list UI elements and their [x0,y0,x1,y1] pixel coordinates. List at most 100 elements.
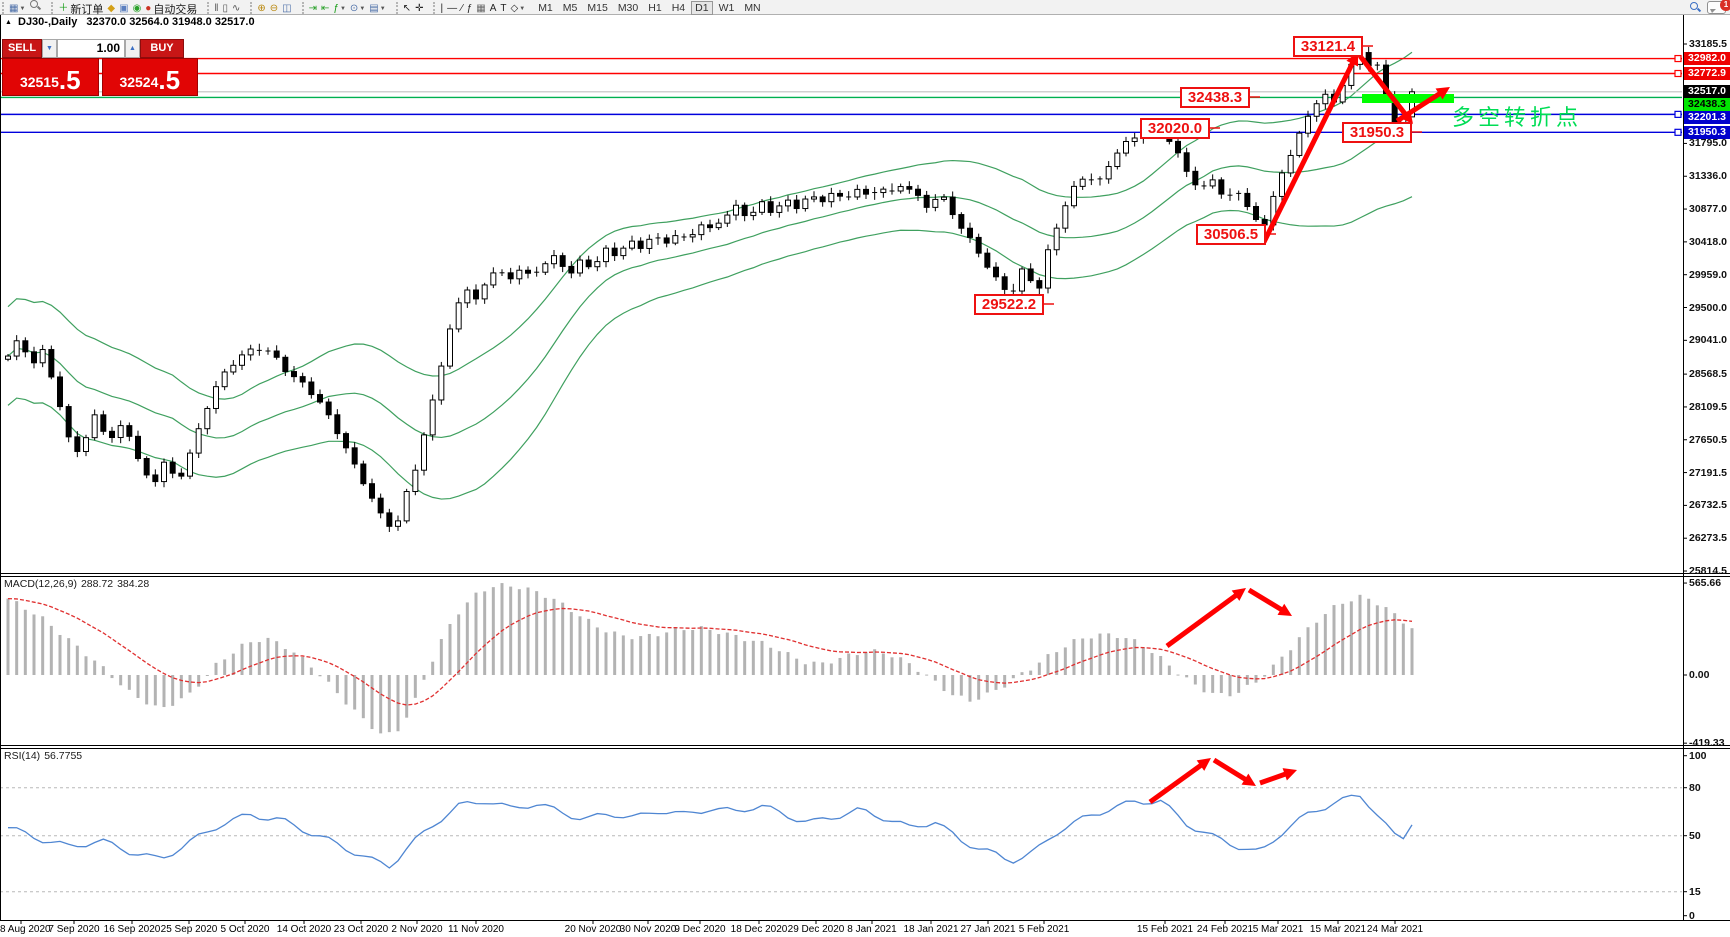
time-axis-label: 15 Feb 2021 [1136,924,1194,935]
new-order-button[interactable]: ＋新订单 [56,3,105,16]
sell-price[interactable]: 32515 .5 [2,58,99,96]
toolbar-drag-handle [2,2,4,14]
sell-price-frac: .5 [58,65,81,95]
timeframe-M15[interactable]: M15 [587,2,608,14]
candlestick-chart-icon: ▯ [222,3,228,14]
price-callout: 30506.5 [1196,224,1266,245]
timeframe-M1[interactable]: M1 [538,2,553,14]
time-axis-label: 29 Dec 2020 [787,924,845,935]
price-axis[interactable] [1684,14,1730,920]
time-axis-label: 27 Jan 2021 [960,924,1016,935]
chart-shift-icon: ⇤ [321,3,330,14]
autotrading-button[interactable]: ● 自动交易 [143,3,199,16]
cursor-button[interactable]: ↖ [401,3,413,16]
time-axis[interactable] [0,921,1683,937]
price-tick-label: 28568.5 [1689,368,1727,381]
price-tick-label: 26732.5 [1689,499,1727,512]
text-button[interactable]: A [488,3,499,16]
volume-decrease-button[interactable]: ▼ [42,39,57,58]
volume-input[interactable]: 1.00 [57,39,125,58]
sell-price-main: 32515 [19,74,59,90]
timeframe-D1[interactable]: D1 [691,1,713,15]
auto-scroll-button[interactable]: ⇥ [307,3,319,16]
rsi-scale-label: 80 [1689,781,1701,794]
charts-menu-button[interactable]: ▦ ▼ [7,3,27,16]
price-badge: 31950.3 [1684,125,1730,139]
timeframe-H1[interactable]: H1 [648,2,662,14]
time-axis-label: 24 Mar 2021 [1366,924,1424,935]
candlestick-chart-button[interactable]: ▯ [220,3,230,16]
horizontal-line-icon: — [447,3,458,14]
one-click-trading-widget: SELL ▼ 1.00 ▲ BUY 32515 .5 32524 .5 [2,39,198,96]
rsi-scale-label: 50 [1689,829,1701,842]
price-tick-label: 26273.5 [1689,532,1727,545]
terminal-button[interactable]: ▣ [117,3,130,16]
timeframe-MN[interactable]: MN [744,2,761,14]
price-callout: 31950.3 [1342,122,1412,143]
search-icon[interactable] [1689,1,1701,13]
time-axis-label: 16 Sep 2020 [103,924,161,935]
price-badge: 32438.3 [1684,98,1730,112]
chevron-down-icon: ▼ [359,6,366,12]
time-axis-label: 18 Dec 2020 [730,924,788,935]
time-axis-label: 24 Feb 2021 [1196,924,1254,935]
zoom-out-button[interactable]: ⊖ [268,3,280,16]
shapes-button[interactable]: ◇ ▼ [509,3,528,16]
zoom-out-icon: ⊖ [269,3,279,14]
autotrading-icon: ● [145,3,152,14]
line-chart-button[interactable]: ∿ [230,3,242,16]
timeframe-M5[interactable]: M5 [562,2,578,14]
macd-scale-label: 0.00 [1689,669,1710,681]
chat-icon[interactable]: 1 [1707,0,1730,14]
ohlc-values: 32370.0 32564.0 31948.0 32517.0 [86,16,255,28]
price-tick-label: 28109.5 [1689,400,1727,413]
trendline-button[interactable]: ∕ [459,3,465,16]
macd-name: MACD(12,26,9) [4,578,77,590]
label-button[interactable]: T [498,3,508,16]
zoom-in-button[interactable]: ⊕ [255,3,267,16]
bar-chart-button[interactable]: ‖ [212,3,220,16]
volume-increase-button[interactable]: ▲ [125,39,140,58]
vertical-line-button[interactable]: | [438,3,445,16]
sell-button[interactable]: SELL [2,39,42,58]
timeframe-M30[interactable]: M30 [617,2,639,14]
buy-price-frac: .5 [158,65,181,95]
market-watch-button[interactable] [27,0,43,12]
crosshair-button[interactable]: ✛ [413,3,425,16]
chart-title: ▲ DJ30-,Daily 32370.0 32564.0 31948.0 32… [5,16,255,28]
line-chart-icon: ∿ [232,3,241,14]
time-axis-label: 5 Mar 2021 [1252,924,1304,935]
chart-shift-button[interactable]: ⇤ [319,3,331,16]
gold-button[interactable]: ◆ [105,3,117,16]
timeframe-H4[interactable]: H4 [671,2,686,14]
notification-badge: 1 [1720,0,1730,11]
tile-windows-button[interactable]: ◫ [280,3,293,16]
channel-button[interactable]: ▦ [474,3,487,16]
buy-price[interactable]: 32524 .5 [101,58,198,96]
timeframe-W1[interactable]: W1 [718,2,735,14]
indicators-button[interactable]: ƒ ▼ [331,3,348,16]
gold-icon: ◆ [107,3,116,14]
fibonacci-button[interactable]: ƒ [465,3,475,16]
auto-scroll-icon: ⇥ [308,3,318,14]
annotation-text: 多空转折点 [1452,105,1583,130]
toolbar-drag-handle [250,2,253,14]
rsi-scale-label: 15 [1689,885,1701,898]
price-tick-label: 29041.0 [1689,334,1727,347]
horizontal-line-button[interactable]: — [445,3,459,16]
buy-button[interactable]: BUY [140,39,184,58]
chevron-down-icon: ▼ [339,6,346,12]
time-axis-label: 23 Oct 2020 [333,924,389,935]
price-callout: 32438.3 [1180,87,1250,108]
templates-button[interactable]: ▤ ▼ [367,3,387,16]
toolbar-drag-handle [207,2,210,14]
time-axis-label: 14 Oct 2020 [276,924,332,935]
collapse-icon[interactable]: ▲ [5,19,12,26]
toolbar-drag-handle [51,2,54,14]
periods-button[interactable]: ⊙ ▼ [348,3,367,16]
price-badge: 32772.9 [1684,67,1730,80]
price-tick-label: 27191.5 [1689,466,1727,479]
price-tick-label: 30418.0 [1689,235,1727,248]
signal-button[interactable]: ◉ [131,3,144,16]
